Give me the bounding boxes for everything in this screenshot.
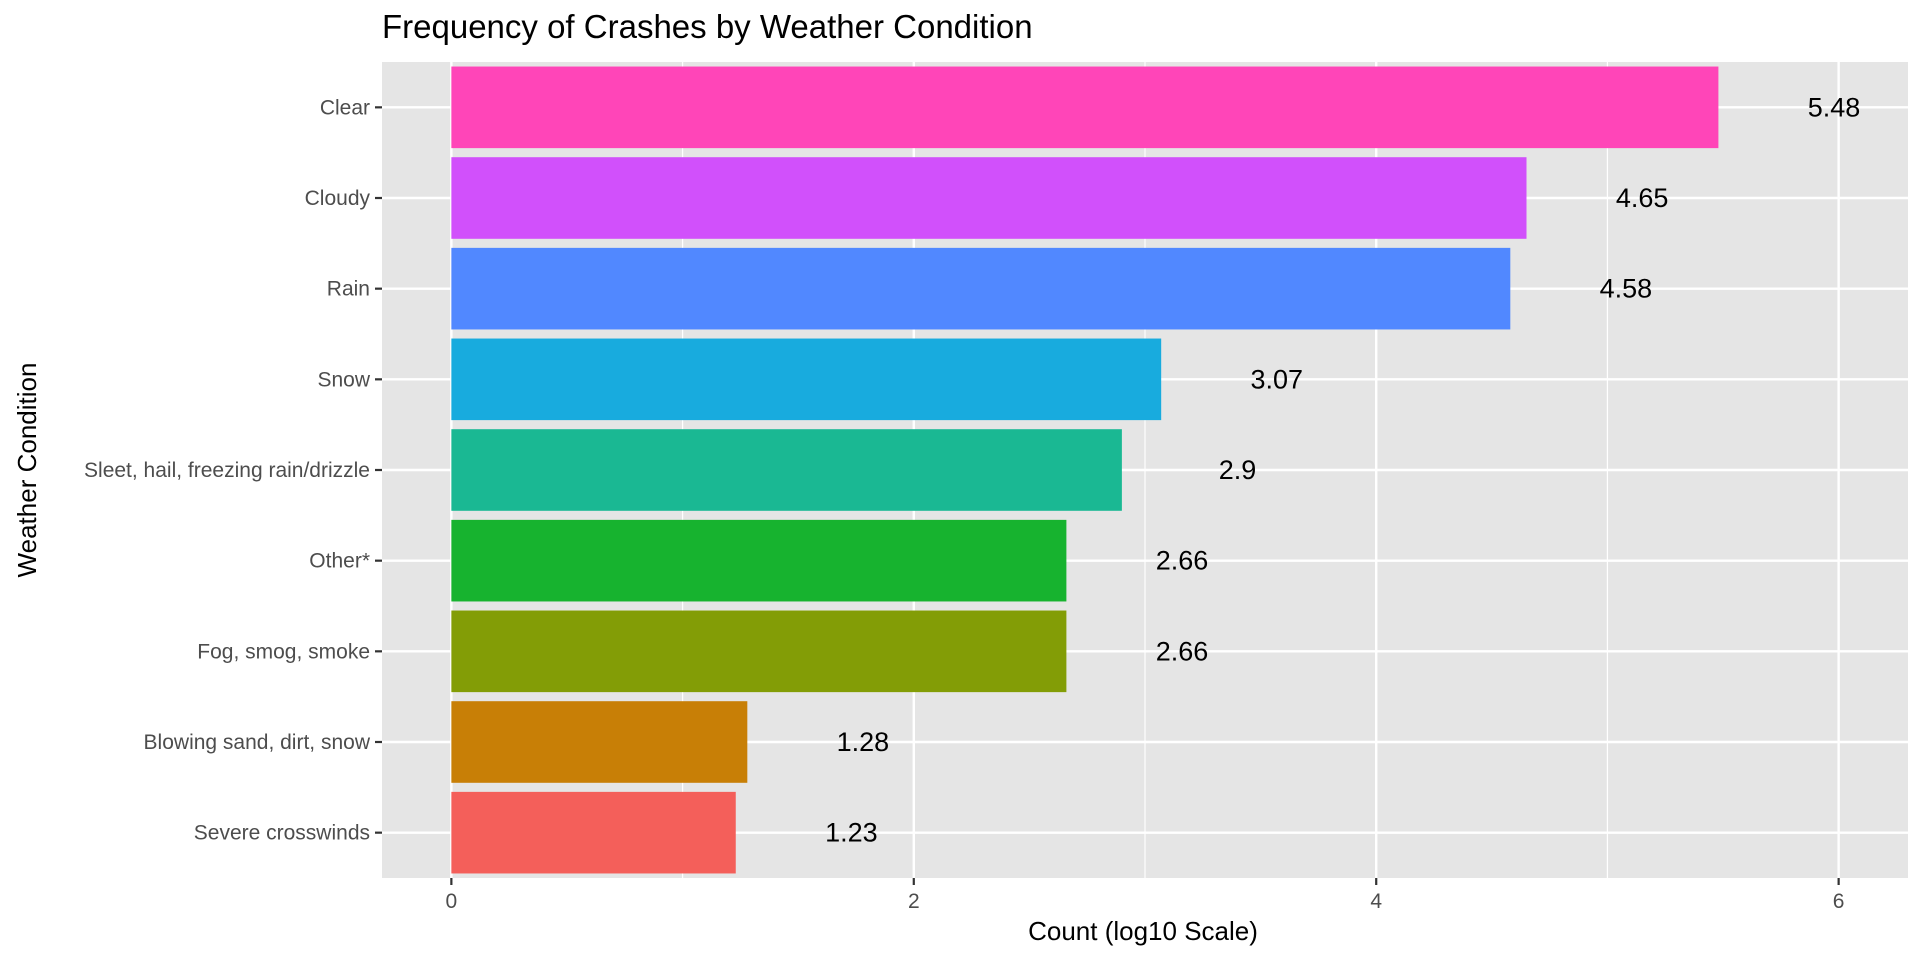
x-tick-label: 2 bbox=[908, 890, 920, 913]
bar-value-label: 2.9 bbox=[1219, 455, 1257, 485]
bar-value-label: 2.66 bbox=[1156, 546, 1209, 576]
y-tick-label: Blowing sand, dirt, snow bbox=[144, 731, 371, 754]
y-axis: Clear Cloudy Rain Snow Sleet, hail, freezing… bbox=[84, 96, 382, 845]
y-tick-label: Severe crosswinds bbox=[194, 822, 370, 845]
x-axis-title: Count (log10 Scale) bbox=[1028, 916, 1258, 946]
y-tick-label: Snow bbox=[317, 368, 370, 391]
bar bbox=[451, 610, 1067, 693]
bar-value-label: 5.48 bbox=[1808, 92, 1861, 122]
bar bbox=[451, 338, 1162, 421]
chart-title: Frequency of Crashes by Weather Conditio… bbox=[382, 8, 1033, 45]
bar-value-label: 4.58 bbox=[1600, 274, 1653, 304]
bar-value-label: 1.28 bbox=[837, 727, 890, 757]
x-tick-label: 4 bbox=[1370, 890, 1382, 913]
bars bbox=[451, 66, 1719, 874]
bar bbox=[451, 247, 1511, 330]
x-axis: 0 2 4 6 bbox=[446, 878, 1845, 913]
bar bbox=[451, 157, 1527, 239]
x-tick-label: 6 bbox=[1833, 890, 1845, 913]
y-tick-label: Fog, smog, smoke bbox=[197, 640, 370, 663]
y-tick-label: Other* bbox=[309, 550, 370, 573]
bar-value-label: 4.65 bbox=[1616, 183, 1669, 213]
bar bbox=[451, 66, 1719, 149]
bar bbox=[451, 519, 1067, 602]
bar bbox=[451, 429, 1122, 511]
value-labels: 5.48 4.65 4.58 3.07 2.9 2.66 2.66 1.28 1.23 bbox=[825, 92, 1860, 847]
y-tick-label: Cloudy bbox=[305, 187, 371, 210]
y-tick-label: Clear bbox=[320, 96, 370, 119]
bar-value-label: 3.07 bbox=[1251, 364, 1304, 394]
y-tick-label: Sleet, hail, freezing rain/drizzle bbox=[84, 459, 370, 482]
bar-value-label: 2.66 bbox=[1156, 636, 1209, 666]
bar bbox=[451, 701, 748, 783]
bar bbox=[451, 791, 736, 874]
y-tick-label: Rain bbox=[327, 278, 370, 301]
bar-value-label: 1.23 bbox=[825, 818, 878, 848]
x-tick-label: 0 bbox=[446, 890, 458, 913]
y-axis-title: Weather Condition bbox=[12, 363, 42, 578]
